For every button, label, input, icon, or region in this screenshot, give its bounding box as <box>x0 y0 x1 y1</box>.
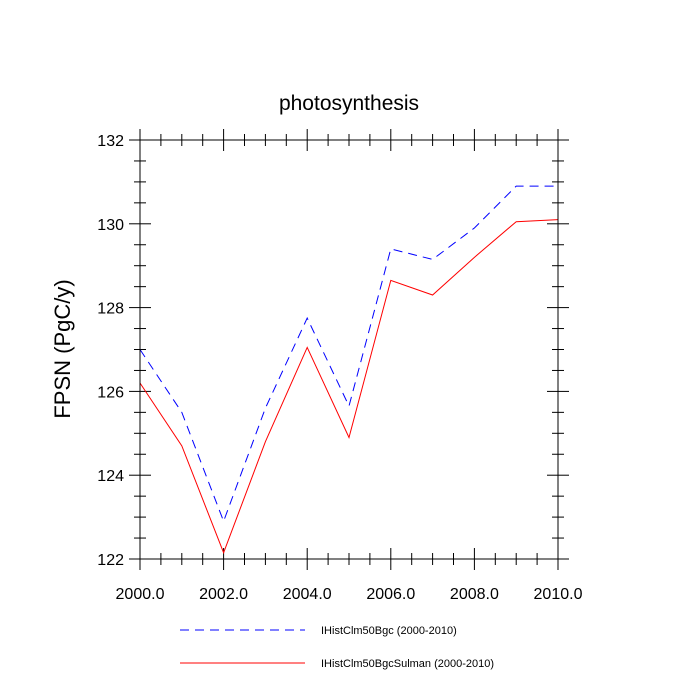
legend: IHistClm50Bgc (2000-2010) IHistClm50BgcSu… <box>180 625 494 670</box>
y-tick-label: 124 <box>97 468 124 485</box>
y-tick-label: 122 <box>97 552 124 569</box>
x-tick-label: 2010.0 <box>534 586 583 603</box>
series-line-2 <box>139 219 559 555</box>
y-tick-label: 128 <box>97 301 124 318</box>
y-axis-label: FPSN (PgC/y) <box>50 279 75 418</box>
y-tick-label: 130 <box>97 217 124 234</box>
tick-labels: 122 124 126 128 130 132 2000.0 2002.0 2004.0 2006… <box>97 133 582 603</box>
y-tick-label: 132 <box>97 133 124 150</box>
chart-title: photosynthesis <box>279 92 419 115</box>
x-tick-label: 2002.0 <box>199 586 248 603</box>
plot-frame <box>139 139 559 560</box>
y-tick-label: 126 <box>97 384 124 401</box>
x-tick-label: 2000.0 <box>116 586 165 603</box>
x-tick-label: 2006.0 <box>366 586 415 603</box>
series-layer <box>139 185 559 555</box>
legend-label-1: IHistClm50Bgc (2000-2010) <box>321 625 457 637</box>
axis-ticks <box>129 129 569 570</box>
series-line-1 <box>139 185 558 523</box>
legend-label-2: IHistClm50BgcSulman (2000-2010) <box>321 658 494 670</box>
x-tick-label: 2008.0 <box>450 586 499 603</box>
x-tick-label: 2004.0 <box>283 586 332 603</box>
